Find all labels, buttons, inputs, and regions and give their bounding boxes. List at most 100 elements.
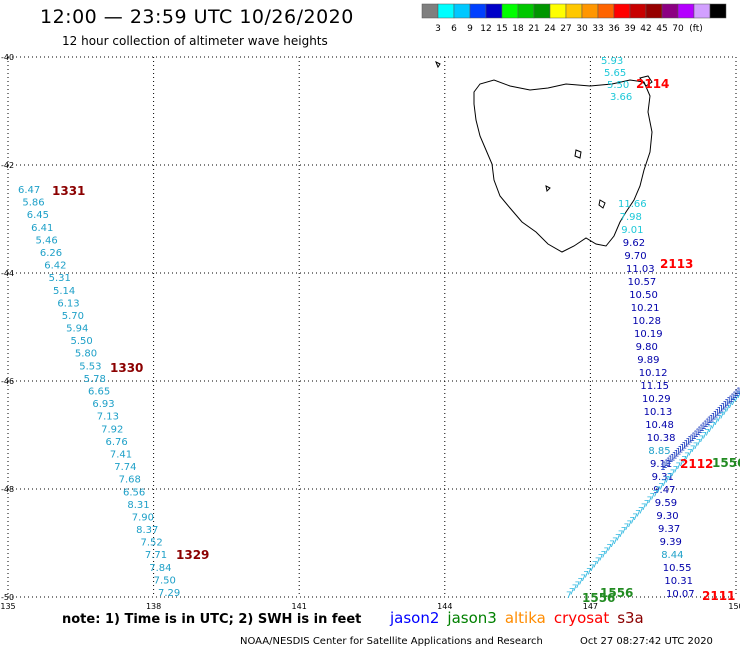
track-right: 11.66 7.98 9.01 9.62 9.70 11.03 10.57 10.50 10.2…: [618, 199, 695, 600]
swh-value: 7.13: [97, 412, 119, 423]
swh-value: 5.65: [604, 68, 626, 79]
track-mark: 7: [580, 574, 586, 584]
satellite-legend-item: jason3: [447, 609, 497, 627]
track-mark: 7: [681, 455, 687, 465]
lon-label: 147: [583, 602, 598, 611]
swh-value: 7.84: [149, 563, 171, 574]
lon-label: 135: [0, 602, 15, 611]
track-mark: 1: [695, 428, 701, 438]
pass-id-label: 1556: [600, 586, 633, 600]
swh-value: 6.47: [18, 185, 40, 196]
track-mark: 7: [658, 483, 664, 493]
pass-id-label: 2113: [660, 257, 693, 271]
track-mark: 1: [715, 408, 721, 418]
swh-value: 6.41: [31, 223, 53, 234]
satellite-legend-item: jason2: [390, 609, 440, 627]
track-mark: 7: [569, 588, 575, 598]
swh-value: 9.01: [621, 225, 643, 236]
colorbar-label: 45: [656, 24, 667, 34]
swh-value: 9.80: [636, 342, 658, 353]
swh-value: 9.11: [650, 459, 672, 470]
track-mark: 7: [621, 527, 627, 537]
track-mark: 7: [704, 428, 710, 438]
colorbar-label: 27: [560, 24, 571, 34]
track-mark: 1: [693, 430, 699, 440]
swh-value: 7.68: [119, 475, 141, 486]
swh-value: 5.78: [84, 374, 106, 385]
track-mark: 1: [689, 434, 695, 444]
swh-value: 6.76: [106, 437, 128, 448]
grid-lines: [7, 56, 737, 598]
lon-label: 150: [728, 602, 740, 611]
lat-label: -44: [1, 269, 14, 278]
track-mark: 7: [713, 418, 719, 428]
colorbar-label: 6: [451, 24, 457, 34]
swh-value: 9.70: [624, 251, 646, 262]
track-mark: 1: [709, 414, 715, 424]
tasmania-islands: [435, 60, 653, 209]
lat-label: -46: [1, 377, 14, 386]
track-mark: 7: [598, 554, 604, 564]
track-mark: 7: [641, 503, 647, 513]
swh-value: 9.62: [623, 238, 645, 249]
track-mark: 1: [701, 422, 707, 432]
lat-label: -50: [1, 593, 14, 602]
colorbar-label: 15: [496, 24, 507, 34]
track-mark: 7: [673, 466, 679, 476]
colorbar-label: 70: [672, 24, 684, 34]
track-mark: 7: [667, 472, 673, 482]
colorbar-label: 24: [544, 24, 556, 34]
track-mark: 7: [719, 411, 725, 421]
swh-value: 5.46: [36, 235, 58, 246]
track-mark: 1: [732, 391, 738, 401]
track-mark: 7: [684, 452, 690, 462]
track-mark: 7: [652, 489, 658, 499]
track-mark: 1: [664, 459, 670, 469]
track-mark: 7: [575, 581, 581, 591]
swh-value: 9.59: [655, 498, 677, 509]
swh-value: 6.93: [92, 399, 114, 410]
swh-value: 6.13: [57, 298, 79, 309]
track-mark: 1: [734, 389, 740, 399]
swh-value: 9.31: [652, 472, 674, 483]
lat-label: -48: [1, 485, 14, 494]
swh-value: 7.98: [620, 212, 642, 223]
colorbar-label: 21: [528, 24, 539, 34]
track-mark: 1: [736, 387, 740, 397]
track-mark: 7: [722, 408, 728, 418]
swh-value: 5.50: [607, 80, 629, 91]
swh-value: 8.37: [136, 525, 158, 536]
satellite-legend: jason2 jason3 altika cryosat s3a: [390, 609, 652, 627]
swh-value: 5.31: [49, 273, 71, 284]
colorbar-label: 18: [512, 24, 524, 34]
track-mark: 1: [711, 412, 717, 422]
track-mark: 7: [724, 405, 730, 415]
track-mark: 7: [592, 560, 598, 570]
pass-id-label: 2114: [636, 77, 669, 91]
track-mark: 7: [601, 550, 607, 560]
track-mark: 7: [687, 449, 693, 459]
track-mark: 7: [727, 401, 733, 411]
track-mark: 7: [701, 432, 707, 442]
track-mark: 1: [672, 451, 678, 461]
swh-value: 5.70: [62, 311, 84, 322]
lat-label: -42: [1, 161, 14, 170]
swh-value: 8.31: [127, 500, 149, 511]
track-mark: 7: [670, 469, 676, 479]
track-mark: 1: [666, 457, 672, 467]
track-mark: 7: [678, 459, 684, 469]
footer-note: note: 1) Time is in UTC; 2) SWH is in fe…: [62, 612, 362, 627]
swh-value: 10.31: [664, 576, 693, 587]
track-mark: 7: [699, 435, 705, 445]
track-mark: 7: [716, 415, 722, 425]
colorbar-label: 9: [467, 24, 473, 34]
swh-value: 7.90: [132, 512, 154, 523]
swh-value: 10.55: [663, 563, 692, 574]
track-mark: 7: [609, 540, 615, 550]
track-mark: 7: [595, 557, 601, 567]
track-mark: 1: [697, 426, 703, 436]
pass-id-label: 1330: [110, 361, 143, 375]
track-mark: 1: [722, 401, 728, 411]
track-mark: 7: [690, 445, 696, 455]
track-mark: 7: [661, 479, 667, 489]
